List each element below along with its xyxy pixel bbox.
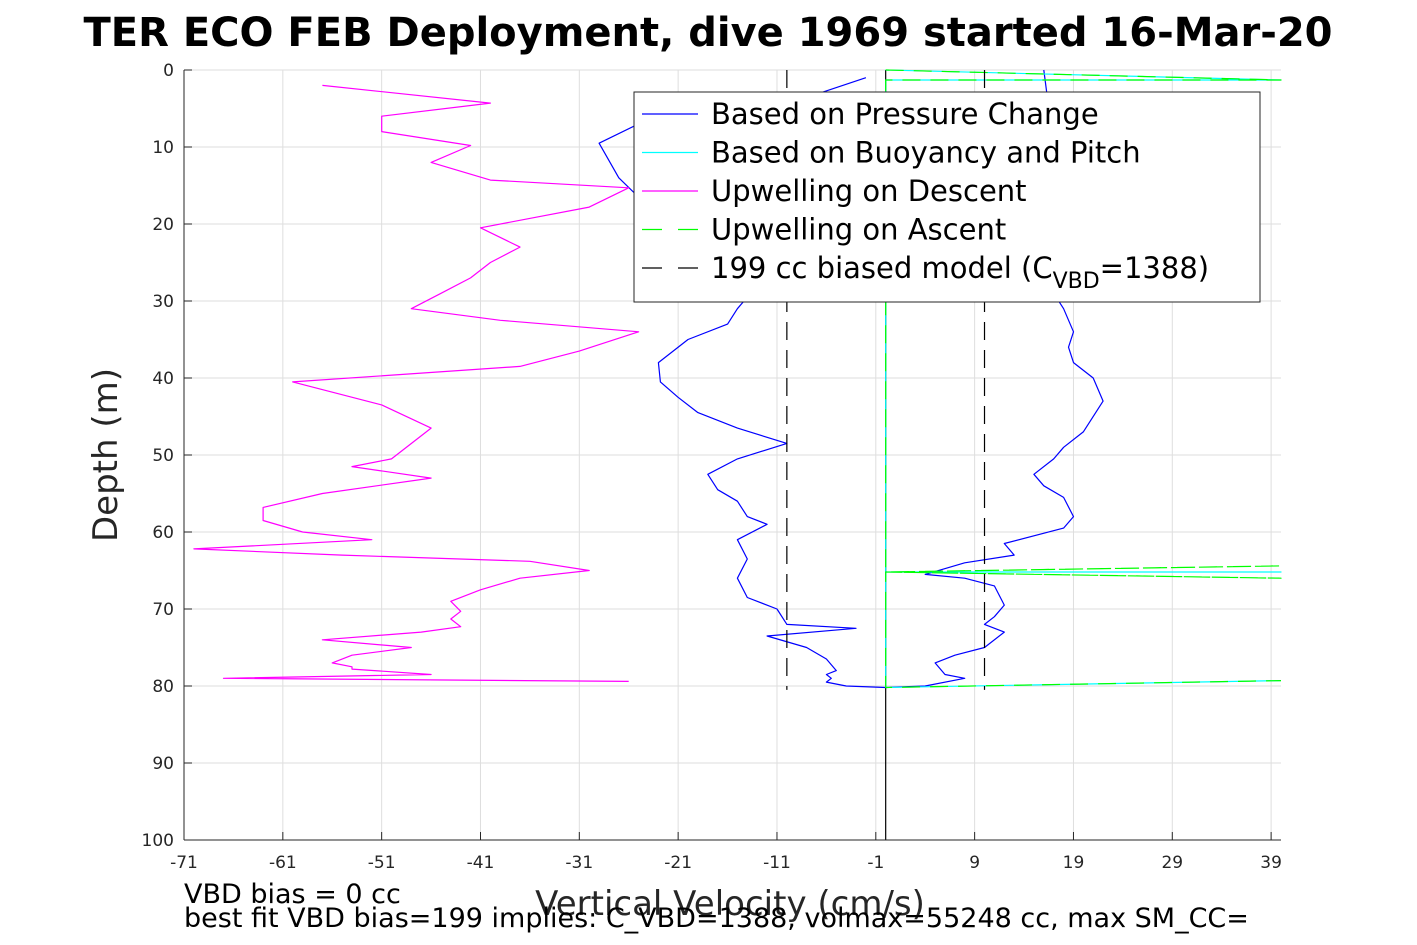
x-tick-label: 9 [969, 853, 980, 873]
x-tick-label: -51 [368, 853, 396, 873]
y-tick-label: 60 [152, 523, 174, 543]
y-tick-label: 30 [152, 292, 174, 312]
series-line-2 [193, 84, 640, 682]
x-tick-label: -41 [467, 853, 495, 873]
legend-entry-2: Upwelling on Descent [711, 174, 1027, 208]
x-axis-label: Vertical Velocity (cm/s) [535, 884, 925, 924]
y-axis-label: Depth (m) [86, 368, 126, 542]
legend-entry-4: 199 cc biased model (CVBD=1388) [711, 251, 1209, 294]
x-tick-label: -61 [269, 853, 297, 873]
y-tick-label: 70 [152, 600, 174, 620]
y-tick-label: 40 [152, 369, 174, 389]
y-tick-label: 0 [163, 61, 174, 81]
y-tick-label: 10 [152, 138, 174, 158]
series-line-3 [885, 69, 1282, 689]
x-tick-label: 29 [1161, 853, 1183, 873]
x-tick-label: 39 [1260, 853, 1282, 873]
y-tick-label: 80 [152, 677, 174, 697]
annotation-vbd-bias: VBD bias = 0 cc [184, 879, 401, 910]
y-tick-label: 90 [152, 754, 174, 774]
x-tick-label: -1 [867, 853, 884, 873]
x-tick-label: -31 [565, 853, 593, 873]
x-tick-label: 19 [1063, 853, 1085, 873]
legend-box [633, 91, 1261, 303]
axes [183, 69, 1281, 841]
series-line-0 [598, 69, 1104, 689]
x-tick-label: -11 [763, 853, 791, 873]
annotation-best-fit: best fit VBD bias=199 implies: C_VBD=138… [184, 903, 1249, 934]
y-tick-label: 50 [152, 446, 174, 466]
chart-title: TER ECO FEB Deployment, dive 1969 starte… [83, 10, 1332, 56]
legend-entry-3: Upwelling on Ascent [711, 213, 1006, 247]
series-layer [193, 69, 1282, 690]
legend-entry-1: Based on Buoyancy and Pitch [711, 136, 1141, 170]
legend-entry-0: Based on Pressure Change [711, 97, 1099, 131]
y-tick-label: 20 [152, 215, 174, 235]
legend: Based on Pressure Change Based on Buoyanc… [633, 91, 1261, 303]
y-tick-label: 100 [142, 831, 174, 851]
tick-labels: -71 -61 -51 -41 -31 -21 -11 -1 9 19 29 39 0 10 20 30 40 5… [142, 61, 1282, 873]
x-tick-label: -71 [170, 853, 198, 873]
x-tick-label: -21 [664, 853, 692, 873]
